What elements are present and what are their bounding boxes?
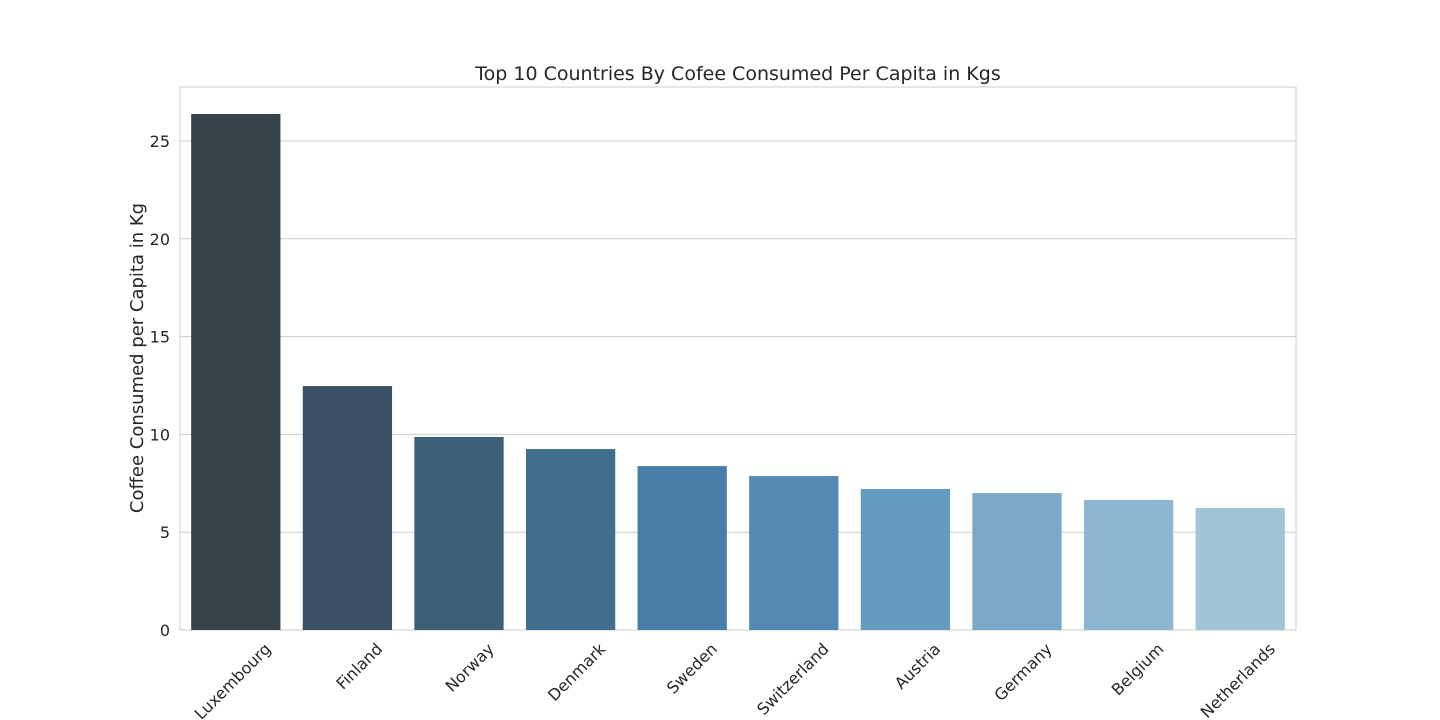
- bar: [1195, 507, 1285, 630]
- x-axis-label: Country Name: [673, 718, 803, 720]
- x-tick-label: Norway: [441, 639, 497, 695]
- x-tick-label: Luxembourg: [191, 639, 275, 720]
- x-tick-label: Switzerland: [753, 639, 832, 718]
- bar: [637, 466, 727, 630]
- y-axis-label: Coffee Consumed per Capita in Kg: [127, 203, 148, 513]
- bar: [972, 493, 1062, 630]
- y-tick-label: 0: [160, 621, 170, 640]
- chart-title: Top 10 Countries By Cofee Consumed Per C…: [474, 63, 1000, 85]
- x-tick-label: Sweden: [663, 639, 721, 697]
- bar: [525, 449, 616, 630]
- x-tick-label: Denmark: [544, 639, 610, 705]
- bar: [191, 113, 281, 630]
- x-tick-label: Germany: [990, 639, 1055, 704]
- y-tick-label: 20: [150, 230, 170, 249]
- x-tick-label: Belgium: [1108, 639, 1168, 699]
- x-tick-label: Austria: [891, 639, 944, 692]
- x-tick-label: Finland: [332, 639, 386, 693]
- bar: [860, 488, 951, 630]
- y-tick-label: 10: [150, 425, 170, 444]
- bar: [302, 386, 393, 630]
- y-tick-label: 5: [160, 523, 170, 542]
- x-tick-label: Netherlands: [1197, 639, 1279, 720]
- bar: [749, 476, 839, 630]
- bar: [1083, 499, 1174, 630]
- y-tick-label: 15: [150, 328, 170, 347]
- bar: [414, 436, 504, 630]
- y-tick-label: 25: [150, 132, 170, 151]
